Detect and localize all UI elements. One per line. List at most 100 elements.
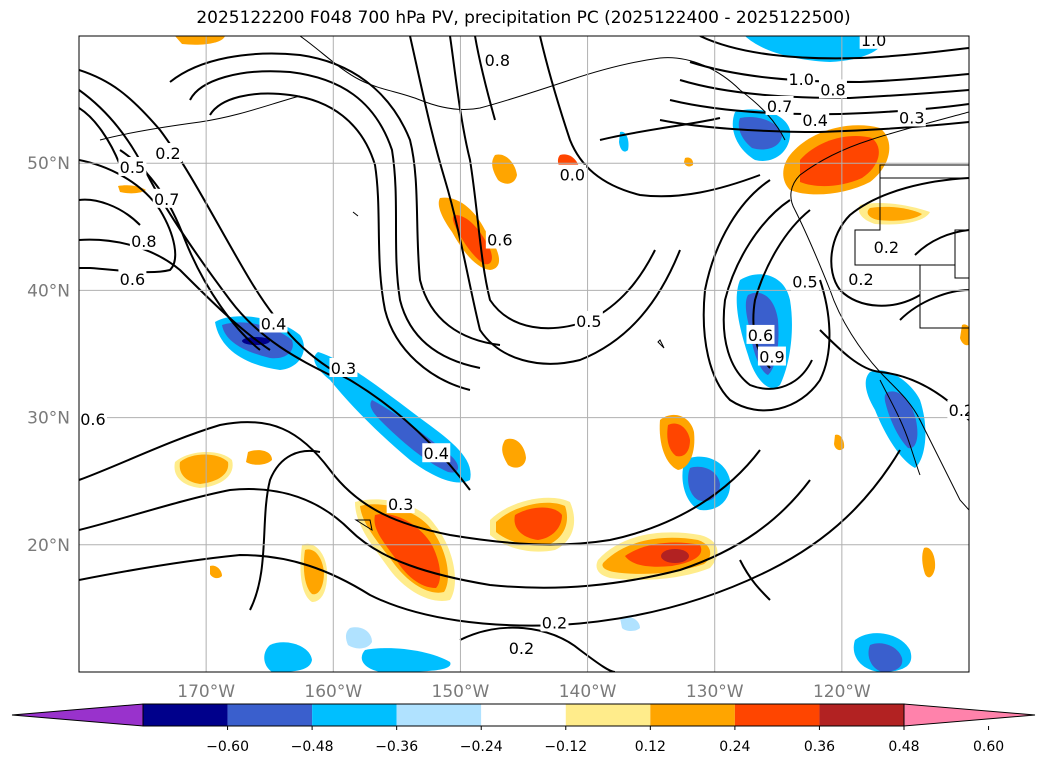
colorbar-extend-low xyxy=(11,703,144,727)
map-area: 0.2 0.5 0.7 0.8 0.6 0.4 0.3 0.4 0.3 0.6 0.8 0.6 0.0 0… xyxy=(79,31,974,672)
colorbar-segment xyxy=(143,704,228,726)
contour-label-bg xyxy=(746,324,775,344)
colorbar-segment xyxy=(819,704,904,726)
colorbar-tick-label: 0.24 xyxy=(719,739,750,755)
lon-tick-label: 130°W xyxy=(686,682,744,702)
contour-label: 0.6 xyxy=(80,410,105,429)
contour-label: 0.4 xyxy=(261,314,286,333)
colorbar-segment xyxy=(227,704,313,726)
contour-label-bg xyxy=(872,237,901,257)
contour-label: 0.4 xyxy=(802,111,827,130)
colorbar-segment xyxy=(734,704,820,726)
contour-label-bg xyxy=(329,357,358,377)
contour-label: 0.7 xyxy=(767,97,792,116)
contour-label-bg xyxy=(897,107,926,127)
contour-label-bg xyxy=(507,637,536,657)
lat-tick-label: 40°N xyxy=(27,281,70,301)
contour-label-bg xyxy=(790,271,819,291)
contour-label: 0.2 xyxy=(949,401,974,420)
contour-label: 0.8 xyxy=(485,51,510,70)
contour-label-bg xyxy=(154,143,182,163)
colorbar-outline xyxy=(142,703,905,727)
contour-label-bg xyxy=(483,50,512,70)
contour-label-bg xyxy=(859,36,888,49)
contour-label-bg xyxy=(259,313,288,333)
contour-label: 0.3 xyxy=(899,108,924,127)
contour-label: 0.2 xyxy=(848,270,873,289)
contour-label-bg xyxy=(540,612,569,632)
longitude-ticks: 170°W 160°W 150°W 140°W 130°W 120°W xyxy=(177,682,871,702)
contour-label-bg xyxy=(422,443,451,463)
lat-tick-label: 50°N xyxy=(27,154,70,174)
contour-label: 0.8 xyxy=(131,232,156,251)
colorbar-segment xyxy=(396,704,482,726)
lon-tick-label: 140°W xyxy=(559,682,617,702)
colorbar-tick-label: −0.60 xyxy=(206,739,249,755)
contour-label-bg xyxy=(801,109,830,129)
lon-tick-label: 160°W xyxy=(304,682,362,702)
colorbar-tick-label: 0.12 xyxy=(635,739,666,755)
contour-label: 0.6 xyxy=(748,326,773,345)
contour-label: 0.6 xyxy=(120,270,145,289)
contour-label-bg xyxy=(846,268,875,288)
figure-title: 2025122200 F048 700 hPa PV, precipitatio… xyxy=(196,8,851,28)
contour-label: 1.0 xyxy=(788,70,813,89)
colorbar-tick-label: −0.12 xyxy=(544,739,587,755)
contour-labels: 0.2 0.5 0.7 0.8 0.6 0.4 0.3 0.4 0.3 0.6 0.8 0.6 0.0 0… xyxy=(79,31,974,658)
contour-label: 0.5 xyxy=(120,158,145,177)
precip-shading xyxy=(118,36,969,672)
contour-label: 0.9 xyxy=(759,348,784,367)
contour-label: 0.7 xyxy=(154,190,179,209)
contour-label: 0.3 xyxy=(388,495,413,514)
contour-label-bg xyxy=(558,164,587,184)
colorbar-segment xyxy=(312,704,397,726)
contour-label: 0.3 xyxy=(331,359,356,378)
contour-label: 0.2 xyxy=(874,238,899,257)
contour-label-bg xyxy=(386,494,415,514)
contour-label: 1.0 xyxy=(861,31,886,50)
colorbar-tick-label: 0.36 xyxy=(804,739,835,755)
contour-label-bg xyxy=(485,229,514,249)
colorbar-tick-label: 0.60 xyxy=(973,739,1004,755)
latitude-ticks: 20°N 30°N 40°N 50°N xyxy=(27,154,70,556)
colorbar-labels: −0.60 −0.48 −0.36 −0.24 −0.12 0.12 0.24 0.36 0.4… xyxy=(206,726,1004,755)
map-frame xyxy=(78,35,970,673)
lon-tick-label: 170°W xyxy=(177,682,235,702)
colorbar-extend-high xyxy=(903,703,1036,727)
gridlines xyxy=(79,36,969,672)
lon-tick-label: 120°W xyxy=(813,682,871,702)
lat-tick-label: 20°N xyxy=(27,536,70,556)
coastlines xyxy=(99,36,969,532)
lon-tick-label: 150°W xyxy=(432,682,490,702)
contour-label: 0.5 xyxy=(792,272,817,291)
contour-label-bg xyxy=(818,79,847,99)
contour-label-bg xyxy=(129,230,158,250)
contour-label-bg xyxy=(765,95,794,115)
contour-label: 0.0 xyxy=(560,166,585,185)
colorbar xyxy=(11,703,1036,727)
contour-label: 0.2 xyxy=(155,144,180,163)
contour-label-bg xyxy=(118,157,147,177)
contour-label: 0.2 xyxy=(542,613,567,632)
contour-label: 0.4 xyxy=(424,444,449,463)
colorbar-segment xyxy=(650,704,735,726)
colorbar-tick-label: −0.24 xyxy=(460,739,503,755)
colorbar-segment xyxy=(481,704,566,726)
contour-label-bg xyxy=(947,399,969,419)
contour-label: 0.5 xyxy=(576,312,601,331)
colorbar-tick-label: −0.36 xyxy=(375,739,418,755)
contour-label: 0.6 xyxy=(487,231,512,250)
contour-label-bg xyxy=(574,310,603,330)
colorbar-tick-label: −0.48 xyxy=(291,739,334,755)
contour-label-bg xyxy=(757,346,786,366)
contour-label-bg xyxy=(118,268,147,288)
contour-label: 0.2 xyxy=(509,639,534,658)
contour-label-bg xyxy=(787,69,816,89)
contour-label-bg xyxy=(152,188,181,208)
contour-label-bg xyxy=(79,408,107,428)
colorbar-tick-label: 0.48 xyxy=(888,739,919,755)
contour-label: 0.8 xyxy=(820,80,845,99)
colorbar-segment xyxy=(565,704,651,726)
lat-tick-label: 30°N xyxy=(27,409,70,429)
